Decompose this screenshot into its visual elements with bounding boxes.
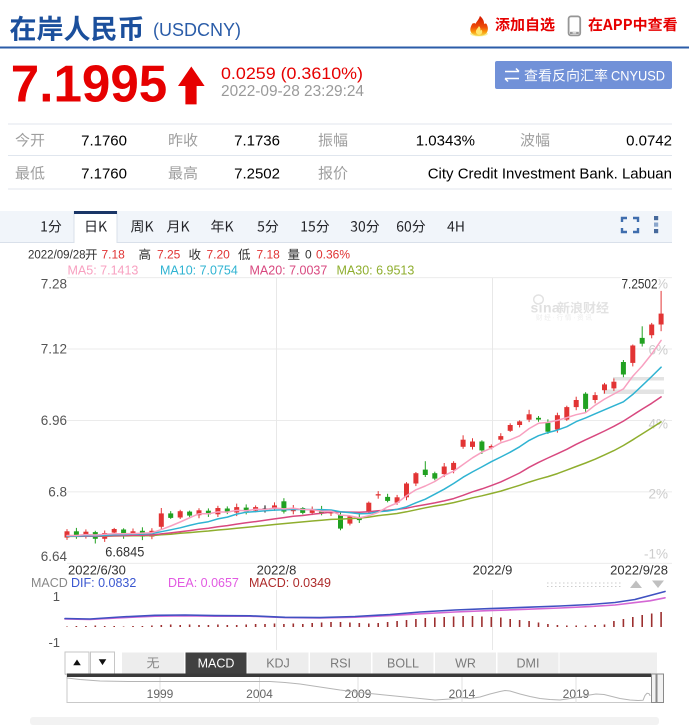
svg-text:-1%: -1% — [644, 547, 668, 562]
svg-text:6.8: 6.8 — [48, 484, 67, 499]
svg-text:7.28: 7.28 — [41, 277, 67, 292]
svg-text:2022/6/30: 2022/6/30 — [68, 563, 126, 578]
svg-text:7.25: 7.25 — [157, 248, 181, 262]
svg-text:1999: 1999 — [147, 687, 174, 701]
svg-text:WR: WR — [455, 657, 476, 671]
svg-text:RSI: RSI — [330, 657, 351, 671]
svg-text:7.12: 7.12 — [41, 342, 67, 357]
svg-text:2022/9: 2022/9 — [473, 563, 513, 578]
svg-text:MACD: MACD — [198, 657, 235, 671]
svg-text:MACD: MACD — [31, 576, 68, 590]
svg-text:7.18: 7.18 — [102, 248, 126, 262]
svg-text:CNYUSD: CNYUSD — [611, 68, 665, 84]
svg-text:0.36%: 0.36% — [316, 248, 350, 262]
svg-text:7.1995: 7.1995 — [11, 56, 167, 114]
svg-text:7.2502: 7.2502 — [234, 166, 280, 183]
svg-text:MA30: 6.9513: MA30: 6.9513 — [337, 264, 415, 278]
svg-text:7.20: 7.20 — [207, 248, 231, 262]
svg-text:DEA: 0.0657: DEA: 0.0657 — [168, 576, 239, 590]
svg-text:2014: 2014 — [449, 687, 476, 701]
svg-text:2022/9/28: 2022/9/28 — [610, 563, 668, 578]
svg-text:7.18: 7.18 — [257, 248, 281, 262]
svg-text:MACD: 0.0349: MACD: 0.0349 — [249, 576, 331, 590]
svg-text:6.64: 6.64 — [41, 549, 68, 564]
svg-text:2009: 2009 — [345, 687, 372, 701]
svg-text:BOLL: BOLL — [387, 657, 419, 671]
svg-text:7.1736: 7.1736 — [234, 133, 280, 150]
svg-text:-1: -1 — [48, 635, 60, 650]
svg-text:City Credit Investment Bank. L: City Credit Investment Bank. Labuan — [428, 166, 672, 183]
svg-text:MA20: 7.0037: MA20: 7.0037 — [250, 264, 328, 278]
svg-text:MA5: 7.1413: MA5: 7.1413 — [68, 264, 139, 278]
svg-text:2022-09-28 23:29:24: 2022-09-28 23:29:24 — [221, 83, 364, 100]
svg-text:2022/09/28: 2022/09/28 — [28, 250, 86, 262]
svg-text:7.2502: 7.2502 — [622, 276, 658, 292]
svg-text:1.0343%: 1.0343% — [416, 133, 475, 150]
svg-text:6.96: 6.96 — [41, 413, 67, 428]
svg-text:DIF: 0.0832: DIF: 0.0832 — [71, 576, 136, 590]
svg-text:7.1760: 7.1760 — [81, 133, 127, 150]
svg-text:MA10: 7.0754: MA10: 7.0754 — [160, 264, 238, 278]
svg-text:KDJ: KDJ — [266, 657, 290, 671]
svg-text:DMI: DMI — [517, 657, 540, 671]
svg-text:1: 1 — [53, 589, 60, 604]
svg-text:0: 0 — [305, 248, 312, 262]
svg-text:2004: 2004 — [246, 687, 273, 701]
svg-text:6.6845: 6.6845 — [105, 543, 144, 559]
svg-text:2022/8: 2022/8 — [257, 563, 297, 578]
svg-text:2%: 2% — [648, 487, 668, 502]
svg-text:0.0742: 0.0742 — [626, 133, 672, 150]
svg-text:(USDCNY): (USDCNY) — [153, 20, 241, 40]
svg-text:7.1760: 7.1760 — [81, 166, 127, 183]
svg-text:2019: 2019 — [563, 687, 590, 701]
svg-text:0.0259 (0.3610%): 0.0259 (0.3610%) — [221, 64, 363, 83]
svg-text:财 经 · 行 情 · 资 讯: 财 经 · 行 情 · 资 讯 — [536, 313, 592, 322]
svg-text:6%: 6% — [648, 343, 668, 358]
